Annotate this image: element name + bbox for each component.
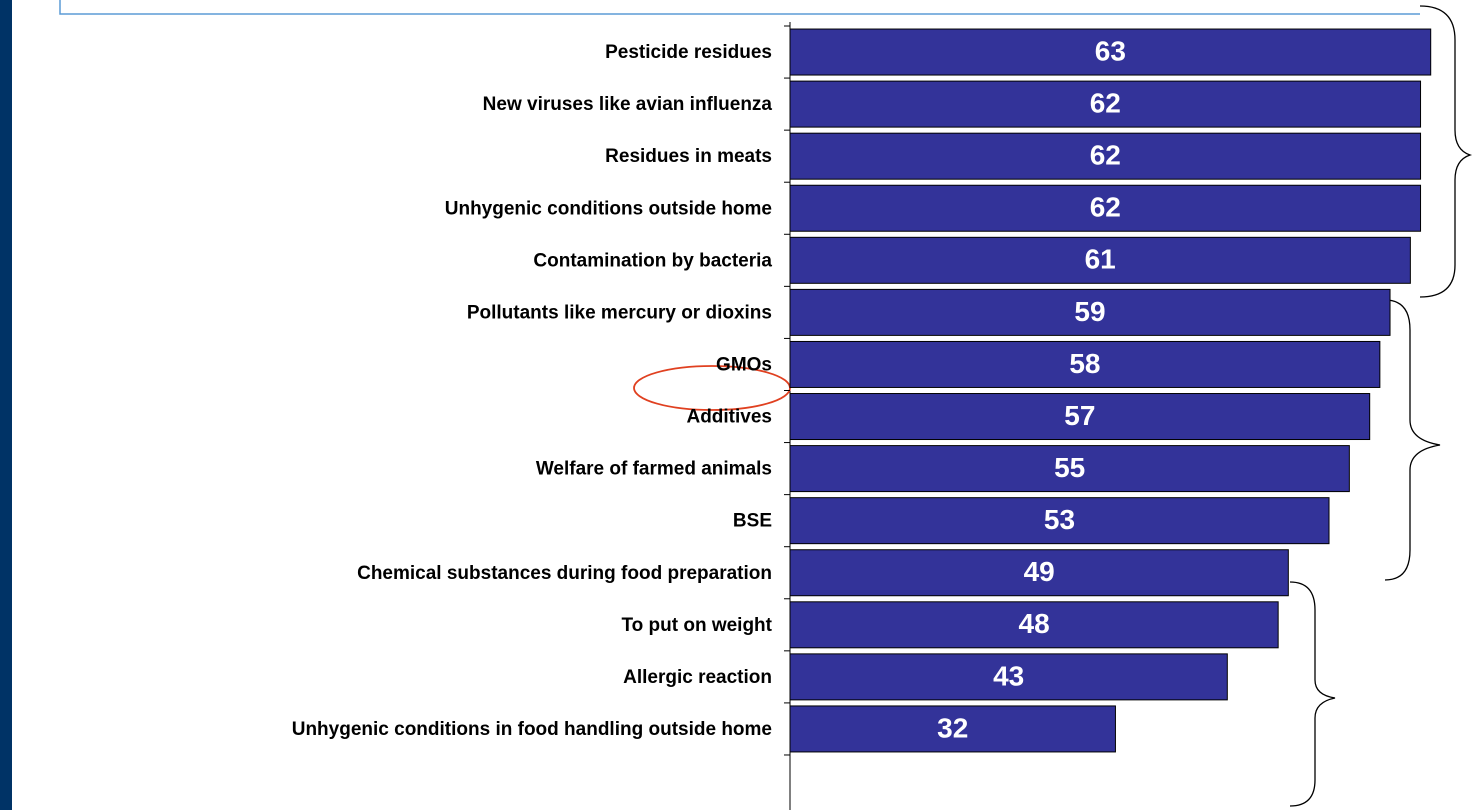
value-label: 55 — [1054, 452, 1085, 483]
category-label: Additives — [686, 407, 772, 428]
value-label: 32 — [937, 712, 968, 743]
category-label: Pollutants like mercury or dioxins — [467, 302, 772, 323]
value-label: 49 — [1024, 556, 1055, 587]
category-label: Unhygenic conditions in food handling ou… — [292, 719, 772, 740]
brace — [1419, 5, 1473, 298]
category-label: Allergic reaction — [623, 667, 772, 688]
bar — [789, 653, 1228, 701]
side-strip — [0, 0, 12, 810]
bar — [789, 393, 1371, 441]
category-label: Residues in meats — [605, 146, 772, 167]
value-label: 62 — [1090, 140, 1121, 171]
value-label: 62 — [1090, 192, 1121, 223]
category-label: To put on weight — [621, 615, 772, 636]
bar — [789, 705, 1116, 753]
bar — [789, 497, 1330, 545]
category-label: New viruses like avian influenza — [483, 94, 773, 115]
brace — [1289, 581, 1336, 807]
value-label: 43 — [993, 660, 1024, 691]
category-label: Unhygenic conditions outside home — [445, 198, 772, 219]
category-label: Chemical substances during food preparat… — [357, 563, 772, 584]
value-label: 59 — [1074, 296, 1105, 327]
value-label: 63 — [1095, 35, 1126, 66]
highlight-ellipse — [633, 365, 791, 411]
category-label: GMOs — [716, 354, 772, 375]
category-label: Contamination by bacteria — [533, 250, 772, 271]
bar — [789, 28, 1432, 76]
bar — [789, 288, 1391, 336]
category-label: Welfare of farmed animals — [536, 459, 772, 480]
category-label: BSE — [733, 511, 772, 532]
bar — [789, 80, 1422, 128]
value-label: 57 — [1064, 400, 1095, 431]
category-label: Pesticide residues — [605, 42, 772, 63]
value-label: 48 — [1019, 608, 1050, 639]
bar — [789, 549, 1289, 597]
value-label: 58 — [1069, 348, 1100, 379]
bar — [789, 601, 1279, 649]
value-label: 61 — [1085, 244, 1116, 275]
value-label: 53 — [1044, 504, 1075, 535]
bar — [789, 184, 1422, 232]
frame — [59, 0, 1420, 15]
value-label: 62 — [1090, 87, 1121, 118]
bar — [789, 340, 1381, 388]
bar — [789, 445, 1350, 493]
brace — [1384, 299, 1441, 581]
bar — [789, 236, 1411, 284]
bar — [789, 132, 1422, 180]
